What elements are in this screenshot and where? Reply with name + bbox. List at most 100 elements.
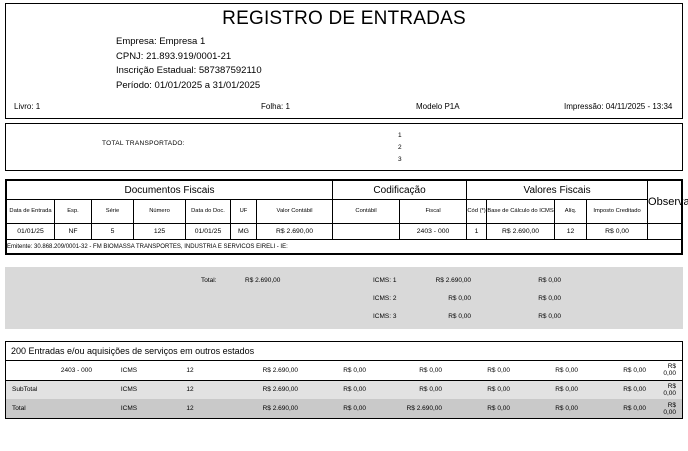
cell-valor-contabil: R$ 2.690,00 xyxy=(255,223,334,240)
column-header-numero: Número xyxy=(133,199,186,224)
table-row: 01/01/25 NF 5 125 01/01/25 MG R$ 2.690,0… xyxy=(6,223,682,240)
book-number: Livro: 1 xyxy=(14,102,41,111)
totals-total-value: R$ 2.690,00 xyxy=(245,277,281,284)
summary-total-aliquota: 12 xyxy=(186,405,194,412)
summary-cfop: 2403 - 000 xyxy=(6,361,98,381)
company-name: Empresa: Empresa 1 xyxy=(116,36,206,47)
totals-icms-1-label: ICMS: 1 xyxy=(373,277,397,284)
cell-numero: 125 xyxy=(133,223,186,240)
cell-fiscal: 2403 - 000 xyxy=(399,223,468,240)
totals-band: Total: R$ 2.690,00 ICMS: 1 R$ 2.690,00 R… xyxy=(5,267,683,329)
column-header-valor-contabil: Valor Contábil xyxy=(255,199,334,224)
totals-icms-1-imposto: R$ 0,00 xyxy=(538,277,561,284)
summary-total-value-5: R$ 0,00 xyxy=(555,405,578,412)
header-meta-row: Livro: 1 Folha: 1 Modelo P1A Impressão: … xyxy=(6,102,682,114)
summary-subtotal-value-4: R$ 0,00 xyxy=(487,386,510,394)
fiscal-documents-table: Documentos Fiscais Codificação Valores F… xyxy=(5,179,688,255)
column-header-imposto-creditado: Imposto Creditado xyxy=(586,199,649,224)
column-header-codigo: Cód (*) xyxy=(466,199,488,224)
totals-icms-2-base: R$ 0,00 xyxy=(448,295,471,302)
page-title: REGISTRO DE ENTRADAS xyxy=(222,8,466,29)
totals-icms-1-base: R$ 2.690,00 xyxy=(435,277,471,284)
summary-aliquota: 12 xyxy=(160,361,220,381)
summary-total-value-7: R$ 0,00 xyxy=(663,401,676,416)
total-transported-values: 1 2 3 xyxy=(398,130,402,166)
totals-icms-3-imposto: R$ 0,00 xyxy=(538,313,561,320)
company-cnpj: CPNJ: 21.893.919/0001-21 xyxy=(116,50,232,62)
totals-icms-2-imposto: R$ 0,00 xyxy=(538,295,561,302)
report-header-box: REGISTRO DE ENTRADAS Empresa: Empresa 1 … xyxy=(5,3,683,119)
total-transported-label: TOTAL TRANSPORTADO: xyxy=(102,140,185,147)
summary-value-6: R$ 0,00 xyxy=(584,361,652,381)
totals-icms-3-label: ICMS: 3 xyxy=(373,313,397,320)
column-header-especie: Esp. xyxy=(54,199,92,224)
column-header-contabil: Contábil xyxy=(332,199,401,224)
company-state-registration: Inscrição Estadual: 587387592110 xyxy=(116,65,262,76)
totals-total-label: Total: xyxy=(201,277,217,284)
summary-subtotal-value-3: R$ 0,00 xyxy=(419,386,442,394)
total-transported-line-3: 3 xyxy=(398,156,402,163)
cell-especie: NF xyxy=(54,223,92,240)
company-info-block: Empresa: Empresa 1 CPNJ: 21.893.919/0001… xyxy=(116,35,682,93)
column-header-base-calculo: Base de Cálculo do ICMS xyxy=(486,199,556,224)
cell-data-entrada: 01/01/25 xyxy=(6,223,55,240)
summary-subtotal-imposto: ICMS xyxy=(120,386,138,394)
column-header-data-entrada: Data de Entrada xyxy=(6,199,55,224)
summary-row-total: Total ICMS 12 R$ 2.690,00 R$ 0,00 R$ 2.6… xyxy=(6,399,682,418)
cell-uf: MG xyxy=(230,223,257,240)
cell-contabil xyxy=(332,223,401,240)
summary-total-imposto: ICMS xyxy=(120,405,138,412)
cell-imposto: R$ 0,00 xyxy=(586,223,649,240)
summary-subtotal-label: SubTotal xyxy=(12,386,38,394)
summary-value-3: R$ 0,00 xyxy=(372,361,448,381)
print-timestamp: Impressão: 04/11/2025 - 13:34 xyxy=(564,102,673,111)
summary-subtotal-value-5: R$ 0,00 xyxy=(555,386,578,394)
summary-total-value-1: R$ 2.690,00 xyxy=(262,405,298,412)
summary-value-2: R$ 0,00 xyxy=(304,361,372,381)
summary-total-value-6: R$ 0,00 xyxy=(623,405,646,412)
totals-icms-2-label: ICMS: 2 xyxy=(373,295,397,302)
cell-data-doc: 01/01/25 xyxy=(185,223,231,240)
summary-total-value-2: R$ 0,00 xyxy=(343,405,366,412)
cell-base-calculo: R$ 2.690,00 xyxy=(486,223,556,240)
model-label: Modelo P1A xyxy=(416,102,460,111)
total-transported-line-1: 1 xyxy=(398,132,402,139)
totals-icms-3-base: R$ 0,00 xyxy=(448,313,471,320)
summary-value-7: R$ 0,00 xyxy=(652,361,682,381)
summary-value-4: R$ 0,00 xyxy=(448,361,516,381)
summary-subtotal-value-7: R$ 0,00 xyxy=(663,382,676,397)
summary-value-1: R$ 2.690,00 xyxy=(220,361,304,381)
summary-subtotal-value-6: R$ 0,00 xyxy=(623,386,646,394)
total-transported-line-2: 2 xyxy=(398,144,402,151)
summary-total-label: Total xyxy=(12,405,26,412)
column-header-data-doc: Data do Doc. xyxy=(185,199,231,224)
table-row-emitente: Emitente: 30.868.209/0001-32 - FM BIOMAS… xyxy=(6,239,682,254)
cell-observacoes xyxy=(647,223,682,240)
cell-aliquota: 12 xyxy=(554,223,588,240)
summary-subtotal-value-2: R$ 0,00 xyxy=(343,386,366,394)
table-column-header-row: Data de Entrada Esp. Série Número Data d… xyxy=(6,199,682,224)
column-header-fiscal: Fiscal xyxy=(399,199,468,224)
group-header-documentos: Documentos Fiscais xyxy=(5,180,334,200)
total-transported-box: TOTAL TRANSPORTADO: 1 2 3 xyxy=(5,123,683,171)
cell-codigo: 1 xyxy=(466,223,488,240)
column-header-observacoes: Observações xyxy=(647,180,688,224)
column-header-serie: Série xyxy=(91,199,134,224)
table-group-header-row: Documentos Fiscais Codificação Valores F… xyxy=(5,180,688,224)
summary-imposto: ICMS xyxy=(98,361,160,381)
summary-box: 200 Entradas e/ou aquisições de serviços… xyxy=(5,341,683,419)
summary-subtotal-value-1: R$ 2.690,00 xyxy=(262,386,298,394)
group-header-valores: Valores Fiscais xyxy=(466,180,649,200)
summary-value-5: R$ 0,00 xyxy=(516,361,584,381)
cell-serie: 5 xyxy=(91,223,134,240)
column-header-uf: UF xyxy=(230,199,257,224)
sheet-number: Folha: 1 xyxy=(261,102,290,111)
summary-total-value-4: R$ 0,00 xyxy=(487,405,510,412)
summary-row-subtotal: SubTotal ICMS 12 R$ 2.690,00 R$ 0,00 R$ … xyxy=(6,380,682,399)
group-header-codificacao: Codificação xyxy=(332,180,468,200)
report-period: Período: 01/01/2025 a 31/01/2025 xyxy=(116,79,261,91)
summary-title: 200 Entradas e/ou aquisições de serviços… xyxy=(6,342,682,361)
summary-row-cfop: 2403 - 000 ICMS 12 R$ 2.690,00 R$ 0,00 R… xyxy=(6,361,682,381)
column-header-aliquota: Alíq. xyxy=(554,199,588,224)
